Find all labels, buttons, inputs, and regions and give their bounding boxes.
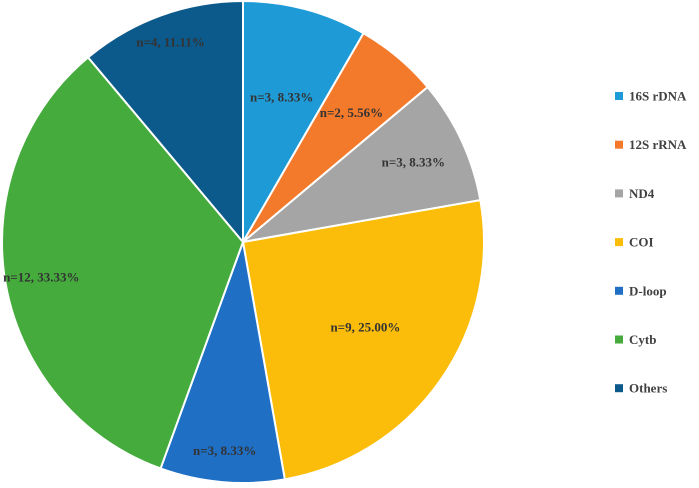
data-label-d-loop: n=3, 8.33% bbox=[193, 443, 256, 458]
legend-swatch-cytb bbox=[615, 335, 623, 344]
legend-label-12s-rrna: 12S rRNA bbox=[629, 137, 687, 152]
pie-slice-coi bbox=[241, 198, 485, 481]
pie-slice-d-loop bbox=[159, 238, 287, 484]
pie-data-labels: n=3, 8.33% n=2, 5.56% n=3, 8.33% n=9, 25.00… bbox=[3, 35, 445, 458]
pie-slice-others bbox=[86, 0, 244, 245]
data-label-12s-rrna: n=2, 5.56% bbox=[320, 105, 383, 120]
legend-label-16s-rdna: 16S rDNA bbox=[629, 89, 687, 104]
legend-label-coi: COI bbox=[629, 235, 654, 250]
legend-swatch-d-loop bbox=[615, 286, 623, 295]
legend-swatch-16s-rdna bbox=[615, 92, 623, 100]
pie-slice-cytb bbox=[1, 55, 245, 470]
legend-swatch-12s-rrna bbox=[615, 140, 623, 149]
data-label-others: n=4, 11.11% bbox=[136, 35, 204, 50]
legend-label-others: Others bbox=[629, 381, 667, 396]
pie-slice-16s-rdna bbox=[242, 0, 365, 246]
data-label-coi: n=9, 25.00% bbox=[330, 320, 400, 335]
legend: 16S rDNA 12S rRNA ND4 COI D-loop Cytb Others bbox=[615, 89, 687, 396]
legend-swatch-others bbox=[615, 384, 623, 393]
legend-label-nd4: ND4 bbox=[629, 186, 655, 201]
legend-swatch-coi bbox=[615, 238, 623, 247]
data-label-16s-rdna: n=3, 8.33% bbox=[250, 90, 313, 105]
pie-slice-nd4 bbox=[239, 85, 482, 244]
legend-swatch-nd4 bbox=[615, 189, 623, 198]
data-label-cytb: n=12, 33.33% bbox=[3, 270, 79, 285]
legend-label-d-loop: D-loop bbox=[629, 283, 667, 298]
data-label-nd4: n=3, 8.33% bbox=[382, 155, 445, 170]
legend-label-cytb: Cytb bbox=[629, 332, 656, 347]
pie-slices bbox=[1, 0, 485, 484]
